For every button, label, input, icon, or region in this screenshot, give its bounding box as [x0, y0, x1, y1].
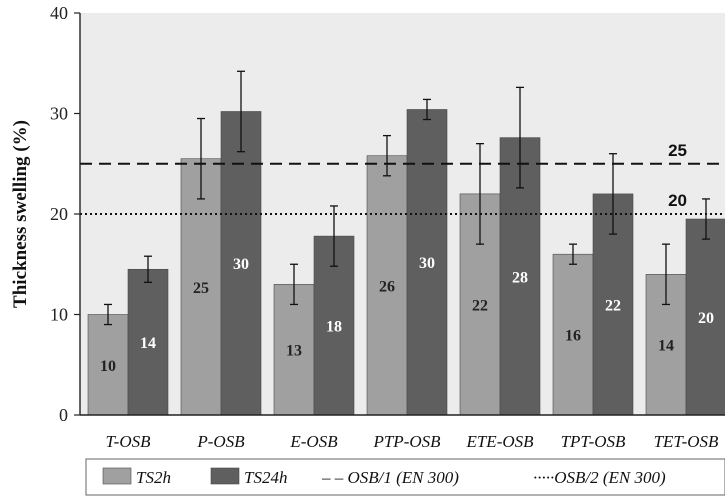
legend-swatch-ts2h: [102, 467, 132, 485]
data-label-ts2h-tpt-osb: 16: [565, 328, 581, 345]
legend-swatch-ts24h: [210, 467, 240, 485]
data-label-ts24h-ete-osb: 28: [512, 269, 528, 286]
bar-ts2h-t-osb: [87, 314, 129, 416]
x-tick-label-p-osb: P-OSB: [196, 432, 245, 451]
y-tick-label-20: 20: [50, 204, 68, 224]
y-tick-label-40: 40: [50, 3, 68, 23]
y-tick-label-30: 30: [50, 104, 68, 124]
x-tick-label-tpt-osb: TPT-OSB: [561, 432, 626, 451]
legend-frame: [85, 458, 725, 496]
bar-ts2h-ptp-osb: [366, 155, 408, 416]
error-bars-layer: [104, 70, 710, 326]
x-tick-label-e-osb: E-OSB: [289, 432, 338, 451]
y-axis-label: Thickness swelling (%): [10, 120, 31, 308]
reference-lines-layer: 25 20: [80, 141, 725, 215]
y-tick-label-0: 0: [59, 405, 68, 425]
x-tick-label-ptp-osb: PTP-OSB: [372, 432, 441, 451]
x-ticks-layer: T-OSB P-OSB E-OSB PTP-OSB ETE-OSB TPT-OSB TET-…: [105, 432, 719, 451]
x-tick-label-t-osb: T-OSB: [105, 432, 151, 451]
data-label-ts24h-t-osb: 14: [140, 335, 156, 352]
data-label-ts24h-tet-osb: 20: [698, 310, 714, 327]
legend: TS2h TS24h – – OSB/1 (EN 300) ·····OSB/2 (E…: [85, 458, 725, 496]
y-tick-label-10: 10: [50, 305, 68, 325]
reference-line-label-25: 25: [668, 141, 687, 160]
data-label-ts2h-t-osb: 10: [100, 358, 116, 375]
legend-label-osb1: – – OSB/1 (EN 300): [321, 468, 459, 487]
legend-label-osb2: ·····OSB/2 (EN 300): [533, 468, 666, 487]
bar-ts24h-p-osb: [220, 111, 262, 416]
bar-ts24h-ptp-osb: [406, 109, 448, 416]
data-label-ts2h-e-osb: 13: [286, 343, 302, 360]
legend-label-ts24h: TS24h: [244, 468, 287, 487]
data-labels-layer: 10 14 25 30 13 18 26 30 22 28 16 22 14 20: [100, 255, 714, 375]
data-label-ts24h-e-osb: 18: [326, 319, 342, 336]
bar-ts2h-p-osb: [180, 158, 222, 416]
reference-line-label-20: 20: [668, 191, 687, 210]
data-label-ts24h-ptp-osb: 30: [419, 255, 435, 272]
data-label-ts24h-tpt-osb: 22: [605, 297, 621, 314]
y-ticks-layer: 0 10 20 30 40: [50, 3, 80, 425]
bar-ts24h-tet-osb: [685, 218, 725, 416]
data-label-ts24h-p-osb: 30: [233, 256, 249, 273]
data-label-ts2h-ptp-osb: 26: [379, 278, 395, 295]
data-label-ts2h-p-osb: 25: [193, 280, 209, 297]
data-label-ts2h-ete-osb: 22: [472, 297, 488, 314]
x-tick-label-ete-osb: ETE-OSB: [465, 432, 534, 451]
legend-label-ts2h: TS2h: [136, 468, 171, 487]
x-tick-label-tet-osb: TET-OSB: [654, 432, 719, 451]
data-label-ts2h-tet-osb: 14: [658, 338, 674, 355]
